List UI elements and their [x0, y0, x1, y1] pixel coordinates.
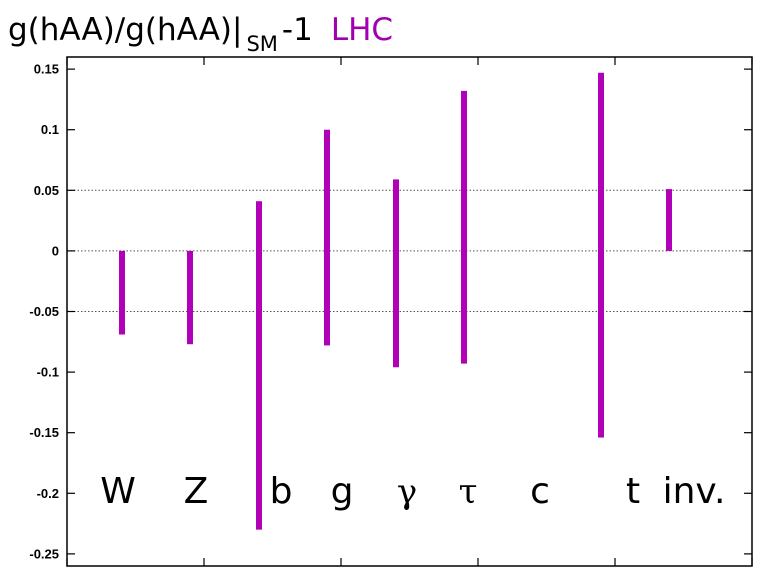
y-tick-label: -0.2 — [37, 486, 59, 501]
category-label: c — [530, 471, 550, 512]
svg-text:g(hAA)/g(hAA)| SM: g(hAA)/g(hAA)| SM -1 LHC — [8, 12, 393, 56]
error-bar-9 — [666, 189, 672, 251]
title-tag: LHC — [331, 12, 393, 48]
title-subscript: SM — [246, 32, 277, 56]
y-tick-label: -0.1 — [37, 365, 59, 380]
y-tick-label: -0.25 — [29, 546, 59, 561]
title-prefix: g(hAA)/g(hAA)| — [8, 12, 242, 48]
gridlines — [67, 189, 752, 312]
y-tick-label: 0.15 — [34, 62, 59, 77]
error-bar-1 — [119, 250, 125, 335]
error-bar-4 — [324, 129, 330, 346]
category-label: inv. — [663, 471, 726, 512]
y-tick-label: 0.05 — [34, 183, 59, 198]
y-tick-label: -0.05 — [29, 304, 59, 319]
category-label: W — [100, 471, 136, 512]
error-bars — [119, 72, 672, 530]
y-tick-label: 0.1 — [41, 122, 59, 137]
category-label: γ — [397, 472, 417, 512]
category-label: Z — [184, 471, 209, 512]
y-tick-label: 0 — [52, 243, 59, 258]
category-label: g — [331, 471, 354, 512]
axis-ticks — [66, 57, 753, 566]
chart-title: g(hAA)/g(hAA)| SM -1 LHC — [8, 12, 393, 56]
category-label: b — [270, 471, 293, 512]
category-label: t — [626, 471, 640, 512]
error-bar-8 — [598, 72, 604, 438]
category-label: τ — [459, 472, 478, 512]
title-suffix: -1 — [282, 12, 313, 48]
error-bar-5 — [393, 179, 399, 368]
y-tick-labels: 0.15 0.1 0.05 0 -0.05 -0.1 -0.15 -0.2 -0.25 — [29, 62, 59, 562]
error-bar-3 — [256, 201, 262, 530]
error-bar-2 — [187, 250, 193, 345]
error-bar-6 — [461, 90, 467, 364]
y-tick-label: -0.15 — [29, 425, 59, 440]
